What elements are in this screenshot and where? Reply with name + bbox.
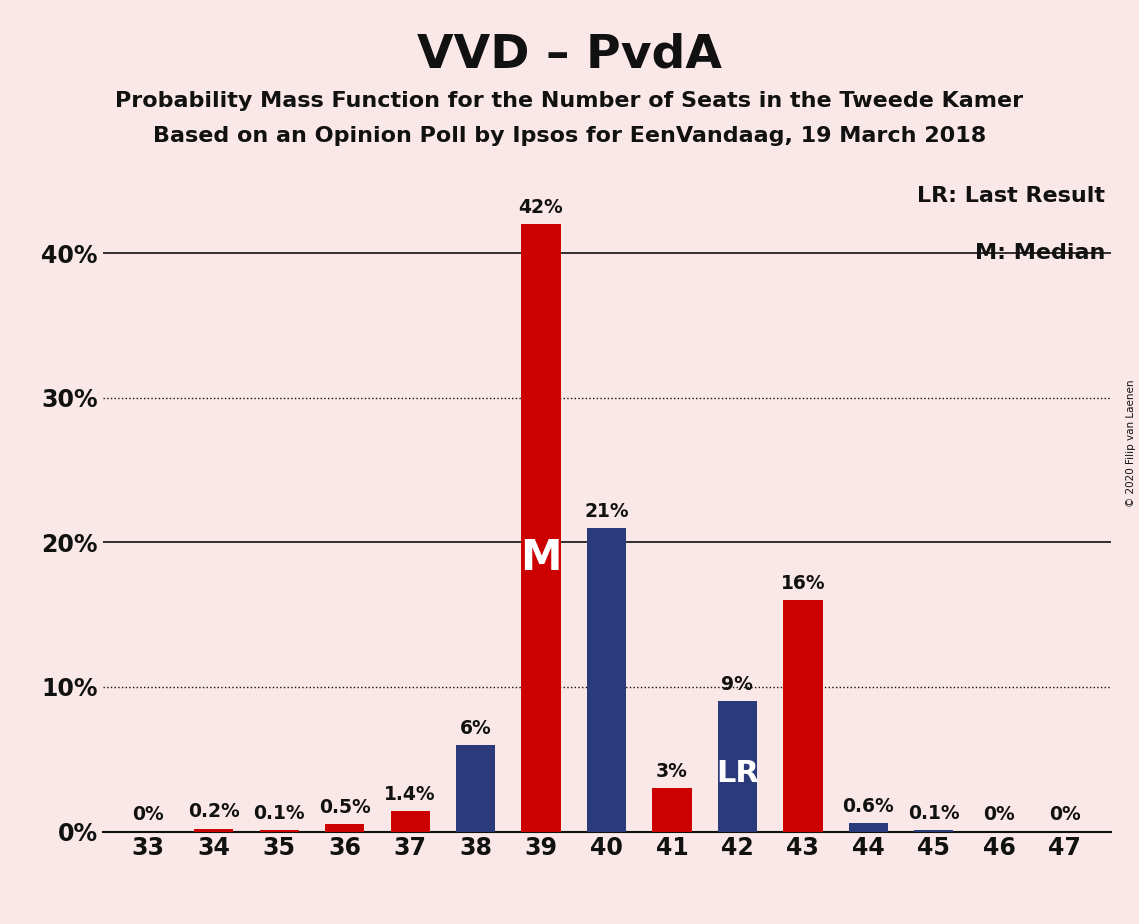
Text: 0%: 0% bbox=[983, 806, 1015, 824]
Text: 0.6%: 0.6% bbox=[843, 796, 894, 816]
Text: VVD – PvdA: VVD – PvdA bbox=[417, 32, 722, 78]
Text: M: M bbox=[521, 537, 562, 579]
Bar bbox=[325, 824, 364, 832]
Text: 0.1%: 0.1% bbox=[253, 804, 305, 823]
Bar bbox=[915, 830, 953, 832]
Bar bbox=[391, 811, 429, 832]
Text: 6%: 6% bbox=[460, 719, 492, 737]
Text: LR: Last Result: LR: Last Result bbox=[918, 187, 1106, 206]
Bar bbox=[849, 823, 888, 832]
Text: Based on an Opinion Poll by Ipsos for EenVandaag, 19 March 2018: Based on an Opinion Poll by Ipsos for Ee… bbox=[153, 126, 986, 146]
Text: 0.2%: 0.2% bbox=[188, 802, 239, 821]
Text: M: Median: M: Median bbox=[975, 243, 1106, 262]
Bar bbox=[784, 601, 822, 832]
Bar bbox=[522, 225, 560, 832]
Text: 1.4%: 1.4% bbox=[384, 785, 436, 804]
Bar bbox=[456, 745, 495, 832]
Text: 21%: 21% bbox=[584, 502, 629, 520]
Text: 3%: 3% bbox=[656, 762, 688, 781]
Bar bbox=[587, 528, 626, 832]
Text: © 2020 Filip van Laenen: © 2020 Filip van Laenen bbox=[1126, 380, 1136, 507]
Bar bbox=[718, 701, 757, 832]
Bar bbox=[653, 788, 691, 832]
Text: 0%: 0% bbox=[132, 806, 164, 824]
Bar bbox=[194, 829, 233, 832]
Text: 0%: 0% bbox=[1049, 806, 1081, 824]
Bar bbox=[260, 830, 298, 832]
Text: 0.5%: 0.5% bbox=[319, 798, 370, 817]
Text: Probability Mass Function for the Number of Seats in the Tweede Kamer: Probability Mass Function for the Number… bbox=[115, 91, 1024, 111]
Text: 16%: 16% bbox=[780, 574, 825, 593]
Text: 42%: 42% bbox=[518, 198, 564, 217]
Text: 0.1%: 0.1% bbox=[908, 804, 960, 823]
Text: 9%: 9% bbox=[721, 675, 753, 694]
Text: LR: LR bbox=[716, 759, 759, 787]
